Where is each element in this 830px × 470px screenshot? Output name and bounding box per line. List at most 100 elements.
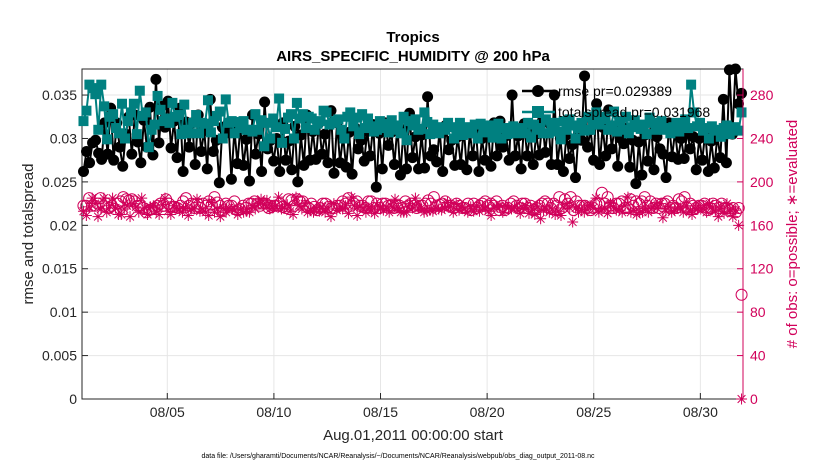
obs-evaluated-point bbox=[220, 206, 232, 218]
obs-evaluated-point bbox=[415, 202, 427, 214]
totalspread-point bbox=[520, 128, 531, 139]
totalspread-point bbox=[81, 105, 92, 116]
totalspread-point bbox=[78, 116, 89, 127]
obs-evaluated-point bbox=[503, 202, 515, 214]
totalspread-point bbox=[451, 125, 462, 136]
obs-evaluated-point bbox=[401, 206, 413, 218]
rmse-point bbox=[443, 144, 455, 156]
obs-evaluated-point bbox=[497, 206, 509, 218]
obs-evaluated-point bbox=[436, 204, 448, 216]
rmse-point bbox=[189, 159, 201, 171]
obs-evaluated-point bbox=[535, 213, 547, 225]
obs-evaluated-point bbox=[593, 206, 605, 218]
obs-evaluated-point bbox=[179, 202, 191, 214]
rmse-point bbox=[244, 175, 256, 187]
rmse-point bbox=[431, 156, 443, 168]
obs-evaluated-point bbox=[526, 203, 538, 215]
totalspread-point bbox=[703, 133, 714, 144]
totalspread-point bbox=[689, 107, 700, 118]
x-tick-label: 08/05 bbox=[150, 404, 185, 420]
obs-evaluated-point bbox=[194, 205, 206, 217]
totalspread-point bbox=[570, 133, 581, 144]
totalspread-point bbox=[641, 129, 652, 140]
obs-evaluated-point bbox=[342, 207, 354, 219]
totalspread-point bbox=[407, 120, 418, 131]
totalspread-point bbox=[102, 134, 113, 145]
totalspread-point bbox=[680, 114, 691, 125]
totalspread-point bbox=[125, 107, 136, 118]
totalspread-point bbox=[117, 98, 128, 109]
obs-evaluated-point bbox=[89, 198, 101, 210]
y-tick-label: 0.025 bbox=[42, 174, 77, 190]
rmse-point bbox=[250, 148, 262, 160]
obs-evaluated-point bbox=[325, 211, 337, 223]
totalspread-point bbox=[493, 118, 504, 129]
obs-evaluated-point bbox=[433, 203, 445, 215]
obs-evaluated-point bbox=[418, 206, 430, 218]
obs-evaluated-point bbox=[188, 203, 200, 215]
obs-evaluated-point bbox=[712, 211, 724, 223]
rmse-point bbox=[527, 159, 539, 171]
obs-evaluated-point bbox=[706, 203, 718, 215]
rmse-point bbox=[461, 164, 473, 176]
rmse-point bbox=[732, 98, 744, 110]
totalspread-point bbox=[674, 126, 685, 137]
totalspread-point bbox=[715, 131, 726, 142]
rmse-point bbox=[382, 139, 394, 151]
totalspread-point bbox=[446, 122, 457, 133]
obs-evaluated-point bbox=[229, 204, 241, 216]
totalspread-point bbox=[253, 124, 264, 135]
totalspread-point bbox=[606, 120, 617, 131]
obs-evaluated-point bbox=[380, 201, 392, 213]
totalspread-point bbox=[265, 133, 276, 144]
rmse-point bbox=[606, 143, 618, 155]
rmse-point bbox=[582, 141, 594, 153]
totalspread-point bbox=[140, 107, 151, 118]
totalspread-point bbox=[585, 124, 596, 135]
totalspread-point bbox=[457, 130, 468, 140]
rmse-point bbox=[515, 163, 527, 175]
rmse-point bbox=[117, 160, 129, 172]
obs-evaluated-point bbox=[465, 201, 477, 213]
obs-evaluated-point bbox=[203, 210, 215, 222]
totalspread-point bbox=[561, 124, 572, 135]
obs-evaluated-point bbox=[77, 205, 89, 217]
totalspread-point bbox=[114, 128, 125, 139]
totalspread-point bbox=[712, 125, 723, 136]
totalspread-point bbox=[200, 118, 211, 129]
totalspread-point bbox=[549, 117, 560, 128]
rmse-point bbox=[720, 157, 732, 169]
totalspread-point bbox=[205, 127, 216, 138]
totalspread-point bbox=[511, 128, 522, 139]
totalspread-point bbox=[475, 118, 486, 129]
totalspread-point bbox=[363, 113, 374, 124]
y-tick-label: 0 bbox=[69, 391, 77, 407]
totalspread-point bbox=[683, 123, 694, 134]
rmse-point bbox=[292, 176, 304, 188]
rmse-point bbox=[594, 159, 606, 171]
rmse-point bbox=[84, 157, 96, 169]
obs-evaluated-point bbox=[441, 197, 453, 209]
totalspread-point bbox=[564, 114, 575, 125]
totalspread-point bbox=[306, 113, 317, 124]
rmse-point bbox=[165, 142, 177, 154]
obs-possible-point bbox=[601, 191, 614, 204]
totalspread-point bbox=[250, 109, 261, 120]
rmse-point bbox=[280, 154, 292, 166]
obs-evaluated-point bbox=[305, 204, 317, 216]
totalspread-point bbox=[662, 123, 673, 134]
rmse-point bbox=[569, 172, 581, 184]
x-axis-label: Aug.01,2011 00:00:00 start bbox=[323, 427, 504, 444]
totalspread-point bbox=[534, 123, 545, 134]
obs-evaluated-point bbox=[654, 198, 666, 210]
rmse-point bbox=[376, 163, 388, 175]
obs-evaluated-point bbox=[392, 202, 404, 214]
rmse-point bbox=[618, 138, 630, 150]
obs-evaluated-point bbox=[302, 206, 314, 218]
obs-evaluated-point bbox=[558, 202, 570, 214]
totalspread-point bbox=[386, 115, 397, 126]
rmse-point bbox=[268, 155, 280, 167]
rmse-point bbox=[563, 152, 575, 164]
